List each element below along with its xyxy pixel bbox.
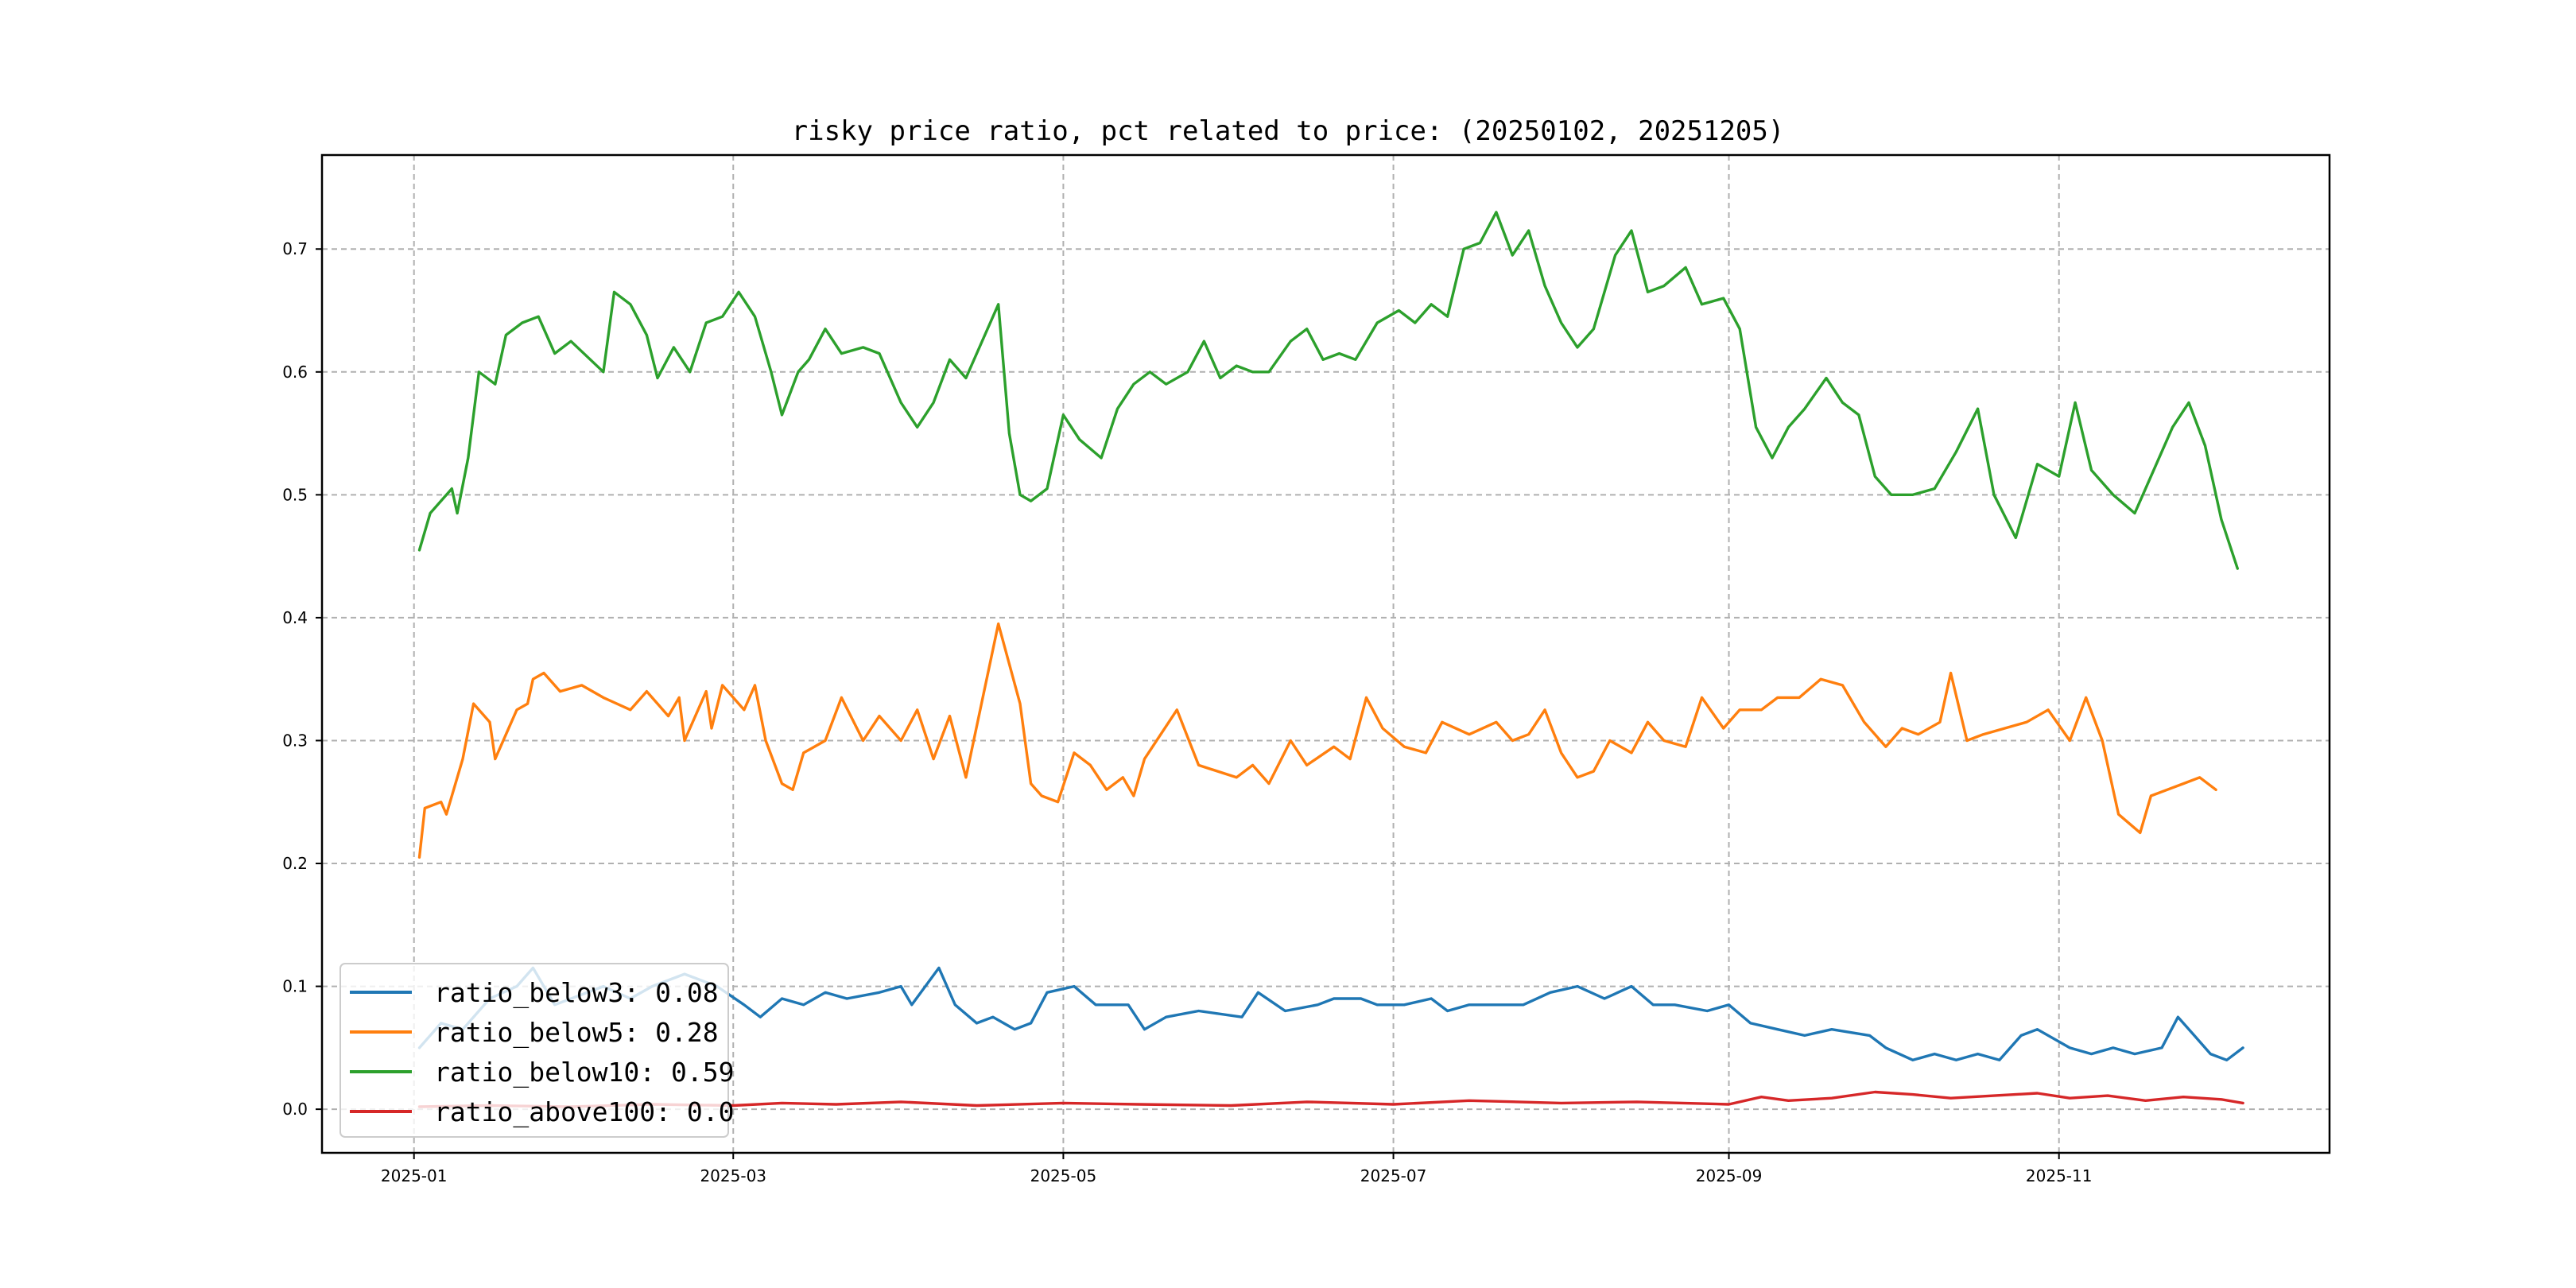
series-line-ratio-below10 bbox=[417, 211, 2240, 570]
y-tick-label: 0.3 bbox=[282, 731, 308, 750]
y-tick-label: 0.5 bbox=[282, 485, 308, 504]
plot-frame bbox=[320, 153, 2331, 1154]
y-tick-label: 0.2 bbox=[282, 854, 308, 873]
x-tick-label: 2025-09 bbox=[1696, 1166, 1763, 1185]
y-tick-label: 0.4 bbox=[282, 608, 308, 627]
series-group bbox=[417, 211, 2244, 1108]
x-axis: 2025-01 2025-03 2025-05 2025-07 2025-09 2025-… bbox=[381, 1153, 2093, 1185]
x-tick-label: 2025-11 bbox=[2026, 1166, 2093, 1185]
x-tick-label: 2025-05 bbox=[1030, 1166, 1097, 1185]
legend-label-ratio-below3: ratio_below3: 0.08 bbox=[434, 977, 719, 1009]
legend: ratio_below3: 0.08 ratio_below5: 0.28 rati… bbox=[339, 963, 735, 1138]
series-line-ratio-below5 bbox=[417, 622, 2217, 859]
y-tick-label: 0.1 bbox=[282, 977, 308, 996]
x-tick-label: 2025-01 bbox=[381, 1166, 448, 1185]
legend-label-ratio-above100: ratio_above100: 0.0 bbox=[434, 1096, 735, 1128]
legend-label-ratio-below10: ratio_below10: 0.59 bbox=[434, 1057, 735, 1088]
x-tick-label: 2025-07 bbox=[1360, 1166, 1427, 1185]
legend-box bbox=[339, 963, 729, 1138]
y-tick-label: 0.6 bbox=[282, 363, 308, 382]
y-tick-label: 0.7 bbox=[282, 239, 308, 258]
y-axis: 0.0 0.1 0.2 0.3 0.4 0.5 0.6 0.7 bbox=[282, 239, 322, 1119]
series-line-ratio-below3 bbox=[417, 966, 2244, 1062]
series-line-ratio-above100 bbox=[417, 1090, 2244, 1108]
legend-label-ratio-below5: ratio_below5: 0.28 bbox=[434, 1017, 719, 1049]
chart-title: risky price ratio, pct related to price:… bbox=[792, 115, 1785, 147]
x-tick-label: 2025-03 bbox=[700, 1166, 766, 1185]
y-tick-label: 0.0 bbox=[282, 1100, 308, 1119]
